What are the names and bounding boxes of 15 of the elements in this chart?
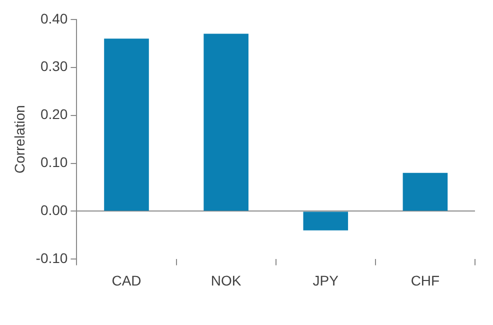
y-tick-label: 0.40 bbox=[40, 10, 68, 26]
bar bbox=[303, 212, 348, 230]
bar bbox=[204, 34, 248, 211]
y-axis-title: Correlation bbox=[11, 105, 28, 174]
y-tick-label: 0.30 bbox=[40, 58, 68, 74]
x-tick-label: CAD bbox=[112, 272, 142, 288]
bar bbox=[402, 172, 448, 211]
y-tick-label: 0.00 bbox=[40, 202, 68, 218]
x-tick-label: JPY bbox=[312, 272, 340, 288]
y-tick-label: 0.10 bbox=[40, 154, 68, 170]
y-tick-label: 0.20 bbox=[40, 106, 68, 122]
x-tick-label: CHF bbox=[410, 272, 440, 288]
y-tick-label: -0.10 bbox=[36, 250, 68, 266]
x-tick-label: NOK bbox=[210, 272, 242, 288]
bar bbox=[104, 38, 149, 211]
